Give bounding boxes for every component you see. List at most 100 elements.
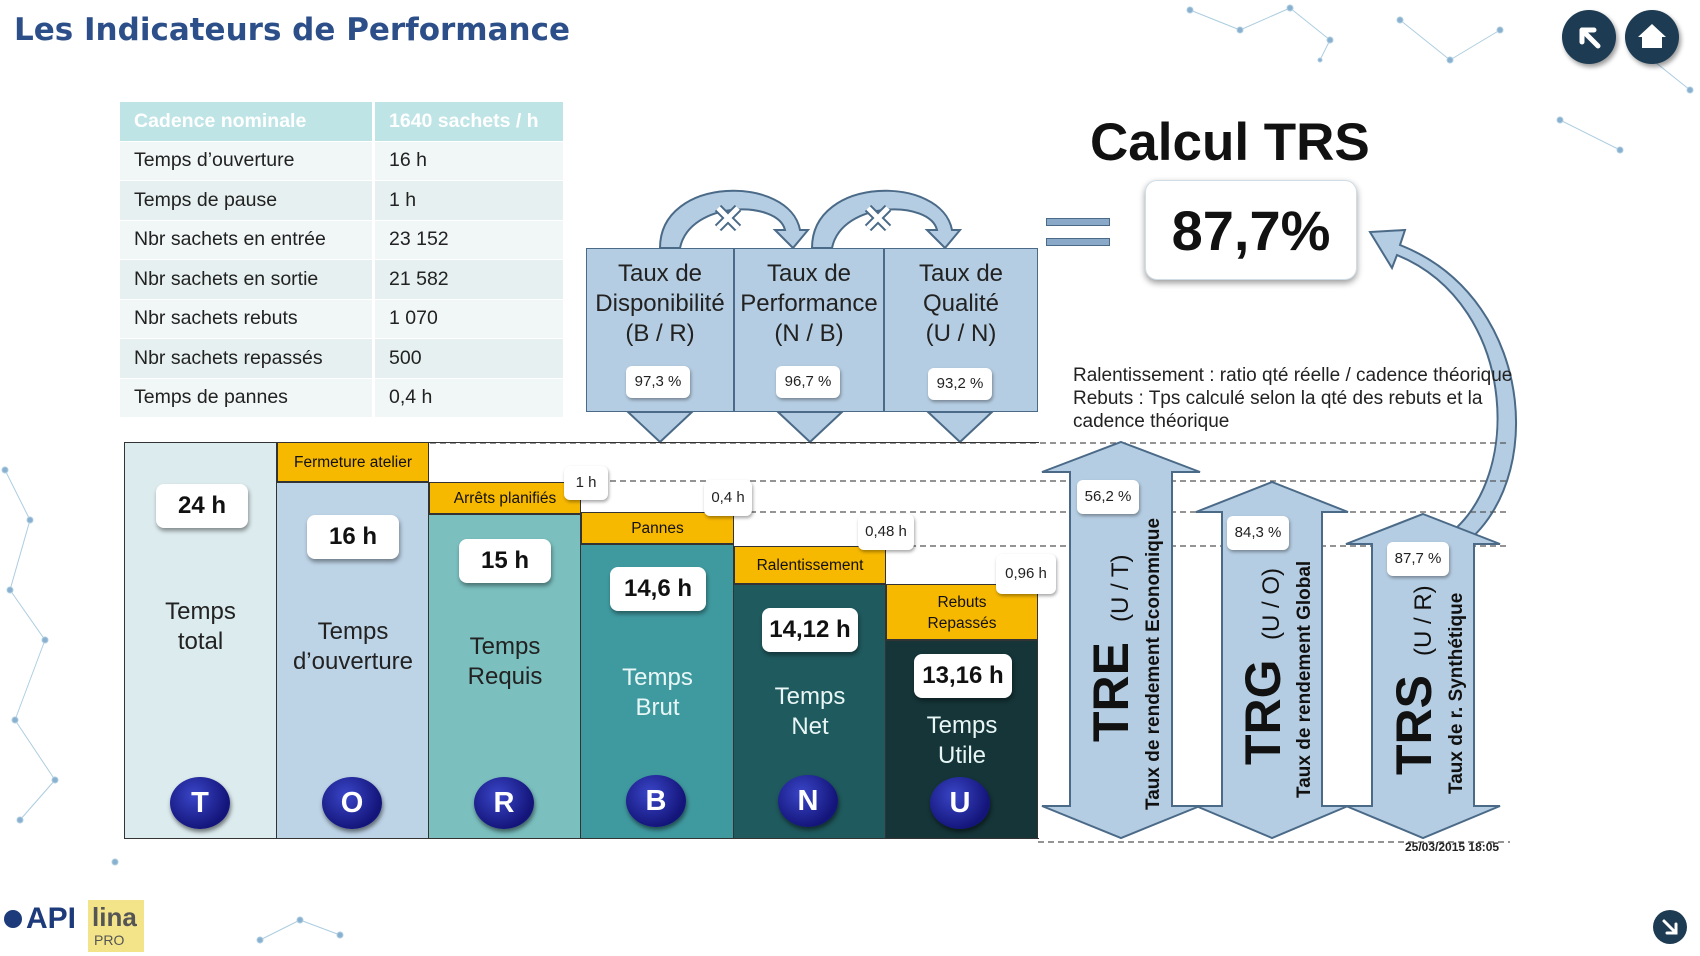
calc-result: 87,7% <box>1145 180 1357 280</box>
loss-header: Ralentissement <box>734 546 886 584</box>
label-line: total <box>177 628 224 655</box>
column-value: 13,16 h <box>914 654 1012 698</box>
table-cell: 16 h <box>373 141 563 181</box>
table-row: Nbr sachets rebuts 1 070 <box>120 299 563 339</box>
note-line: Ralentissement : ratio qté réelle / cade… <box>1073 365 1513 386</box>
column-label: Temps Utile <box>886 711 1038 771</box>
table-cell: Nbr sachets en sortie <box>120 259 375 300</box>
page-title: Les Indicateurs de Performance <box>14 12 570 48</box>
table-cell: Temps de pannes <box>120 378 375 418</box>
table-row: Nbr sachets repassés 500 <box>120 338 563 379</box>
label-line: d’ouverture <box>292 648 414 675</box>
rate-line2: Qualité <box>922 290 1000 317</box>
rate-line1: Taux de <box>617 260 703 287</box>
column-value: 14,6 h <box>610 567 706 611</box>
letter-badge: B <box>626 775 686 827</box>
letter-badge: U <box>930 777 990 829</box>
indicator-value: 84,3 % <box>1227 516 1289 550</box>
rate-value: 96,7 % <box>776 366 840 398</box>
rate-value: 97,3 % <box>626 366 690 398</box>
loss-header: Pannes <box>581 512 734 544</box>
loss-header: Fermeture atelier <box>277 442 429 482</box>
indicator-code: TRG <box>1235 659 1291 765</box>
label-line: Temps <box>165 598 236 625</box>
rate-line2: Performance <box>740 290 878 317</box>
table-cell: 1640 sachets / h <box>373 102 563 142</box>
indicator-desc: Taux de rendement Economique <box>1143 517 1164 810</box>
label-line: Temps <box>622 664 693 691</box>
rate-line3: (N / B) <box>774 320 844 347</box>
table-cell: Temps d’ouverture <box>120 141 375 181</box>
table-row: Temps d’ouverture 16 h <box>120 141 563 181</box>
rate-line3: (U / N) <box>925 320 997 347</box>
table-cell: 1 h <box>373 180 563 221</box>
table-row: Nbr sachets en sortie 21 582 <box>120 259 563 300</box>
header-line: Rebuts <box>937 594 987 611</box>
table-row: Temps de pannes 0,4 h <box>120 378 563 418</box>
logo-text: API <box>26 902 77 935</box>
indicator-code: TRS <box>1386 675 1442 775</box>
indicator-value: 56,2 % <box>1077 480 1139 514</box>
loss-header: Arrêts planifiés <box>429 482 581 514</box>
rate-line1: Taux de <box>766 260 852 287</box>
globe-icon <box>4 910 22 928</box>
column-label: Temps Net <box>734 682 886 742</box>
letter-badge: T <box>170 777 230 829</box>
api-logo: API <box>2 900 86 944</box>
table-cell: Nbr sachets en entrée <box>120 220 375 260</box>
table-cell: Temps de pause <box>120 180 375 221</box>
column-label: Temps total <box>124 597 277 657</box>
loss-header: Rebuts Repassés <box>886 584 1038 640</box>
calc-title: Calcul TRS <box>1090 113 1370 172</box>
loss-value: 0,4 h <box>704 480 752 516</box>
definition-notes: Ralentissement : ratio qté réelle / cade… <box>1073 364 1553 433</box>
label-line: Temps <box>926 712 998 739</box>
equals-icon <box>1046 218 1110 226</box>
table-cell: 21 582 <box>373 259 563 300</box>
next-button[interactable] <box>1653 910 1687 944</box>
table-cell: Nbr sachets rebuts <box>120 299 375 339</box>
label-line: Utile <box>937 742 986 769</box>
rate-line2: Disponibilité <box>595 290 725 317</box>
parameters-table: Cadence nominale 1640 sachets / h Temps … <box>120 102 563 418</box>
rate-line3: (B / R) <box>625 320 695 347</box>
rate-line1: Taux de <box>918 260 1004 287</box>
table-cell: Nbr sachets repassés <box>120 338 375 379</box>
equals-icon-bar <box>1046 238 1110 246</box>
lina-logo: lina PRO <box>88 900 144 952</box>
loss-value: 0,96 h <box>996 554 1056 594</box>
table-row: Temps de pause 1 h <box>120 180 563 221</box>
indicator-desc: Taux de rendement Global <box>1294 560 1315 798</box>
rate-value: 93,2 % <box>928 368 992 400</box>
letter-badge: O <box>322 777 382 829</box>
label-line: Temps <box>317 618 389 645</box>
loss-value: 0,48 h <box>858 514 914 550</box>
table-header-row: Cadence nominale 1640 sachets / h <box>120 102 563 142</box>
home-button[interactable] <box>1625 10 1679 64</box>
label-line: Temps <box>469 633 541 660</box>
indicator-ratio: (U / R) <box>1410 585 1437 656</box>
table-cell: 1 070 <box>373 299 563 339</box>
arrow-down-right-icon <box>1662 919 1678 935</box>
indicator-code: TRE <box>1083 642 1139 742</box>
logo-text: lina <box>92 902 137 932</box>
home-icon <box>1638 24 1666 48</box>
note-line: cadence théorique <box>1073 411 1230 432</box>
logo-subtext: PRO <box>94 932 125 948</box>
column-value: 14,12 h <box>762 608 858 652</box>
label-line: Temps <box>774 683 846 710</box>
table-cell: 500 <box>373 338 563 379</box>
indicator-ratio: (U / O) <box>1258 568 1285 640</box>
table-cell: 23 152 <box>373 220 563 260</box>
timestamp: 25/03/2015 18:05 <box>1405 840 1500 854</box>
indicator-value: 87,7 % <box>1387 542 1449 576</box>
letter-badge: R <box>474 777 534 829</box>
indicator-ratio: (U / T) <box>1107 554 1134 622</box>
back-button[interactable] <box>1562 10 1616 64</box>
label-line: Brut <box>635 694 680 721</box>
column-label: Temps Brut <box>581 663 734 723</box>
note-line: Rebuts : Tps calculé selon la qté des re… <box>1073 388 1483 409</box>
header-line: Repassés <box>927 615 997 632</box>
rate-box-qualite: Taux de Qualité (U / N) <box>884 248 1038 412</box>
label-line: Requis <box>467 663 543 690</box>
